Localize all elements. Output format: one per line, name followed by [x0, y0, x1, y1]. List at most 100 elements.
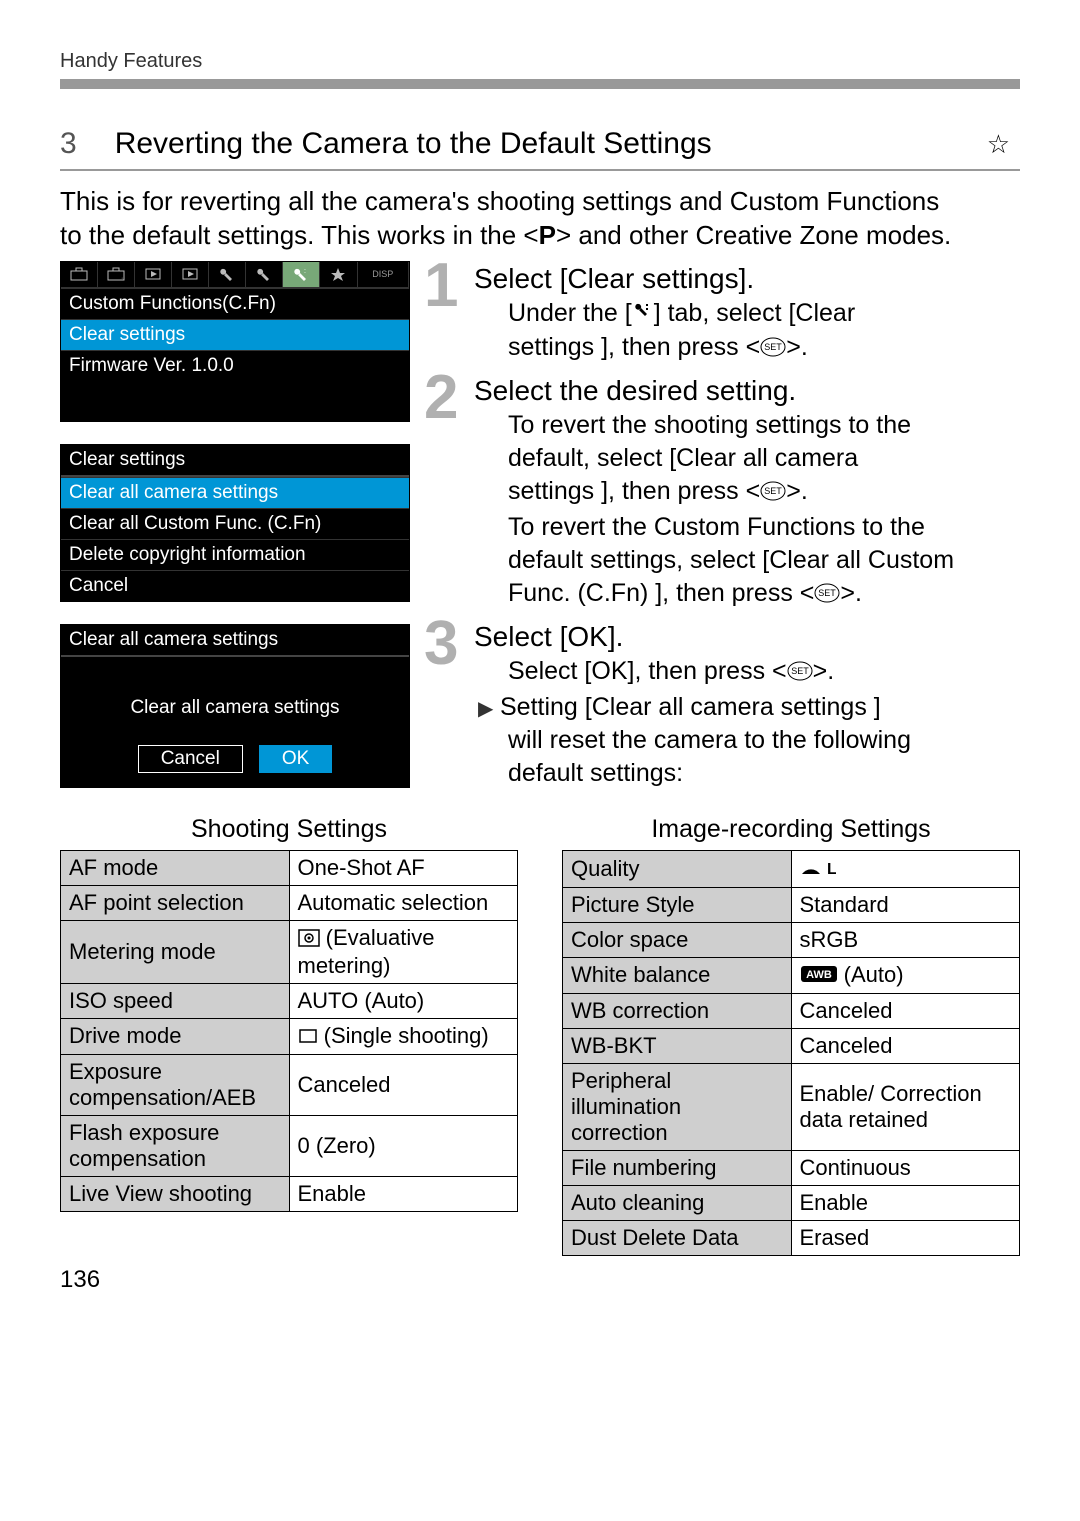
fine-large-icon: L: [800, 857, 836, 883]
svg-text:·: ·: [121, 275, 123, 282]
setting-value: (Single shooting): [289, 1018, 518, 1054]
step-2: 2 Select the desired setting. To revert …: [428, 373, 1020, 612]
s2-b6a: Func. (C.Fn) ], then press <: [508, 579, 814, 607]
table-row: Dust Delete DataErased: [563, 1220, 1020, 1255]
lcd3-button: OK: [259, 745, 332, 773]
setting-name: Picture Style: [563, 887, 792, 922]
setting-value: AUTO (Auto): [289, 983, 518, 1018]
s1-b2b: >.: [786, 333, 808, 361]
section-title-row: 3 Reverting the Camera to the Default Se…: [60, 123, 1020, 171]
lcd1-tabs: · : DISP: [61, 262, 409, 288]
image-recording-settings-block: Image-recording Settings QualityLPicture…: [562, 815, 1020, 1255]
setting-name: Live View shooting: [61, 1176, 290, 1211]
set-icon: SET: [814, 580, 840, 611]
svg-text:SET: SET: [764, 486, 782, 496]
table-row: Metering mode (Evaluative metering): [61, 921, 518, 983]
set-icon: SET: [760, 334, 786, 365]
lcd2-row: Clear all Custom Func. (C.Fn): [61, 508, 409, 539]
step-1-number: 1: [424, 255, 458, 317]
setting-name: Flash exposure compensation: [61, 1115, 290, 1176]
setting-value: Automatic selection: [289, 886, 518, 921]
lcd-screen-2: Clear settings Clear all camera settings…: [60, 444, 410, 602]
table-row: White balanceAWB (Auto): [563, 957, 1020, 993]
section-title: Reverting the Camera to the Default Sett…: [115, 127, 949, 161]
table-row: Peripheral illumination correctionEnable…: [563, 1063, 1020, 1150]
lcd3-body: Clear all camera settings: [61, 657, 409, 745]
setting-value: Continuous: [791, 1150, 1020, 1185]
table-row: File numberingContinuous: [563, 1150, 1020, 1185]
single-shooting-icon: [298, 1024, 318, 1050]
image-recording-settings-table: QualityLPicture StyleStandardColor space…: [562, 850, 1020, 1255]
setting-name: WB correction: [563, 993, 792, 1028]
svg-text::: :: [304, 268, 306, 275]
intro-line2b: > and other Creative Zone modes.: [556, 220, 951, 250]
tab-wrench2-icon: [246, 262, 283, 287]
s3-b1b: >.: [813, 657, 835, 685]
lcd1-row: Custom Functions(C.Fn): [61, 288, 409, 319]
tab-camera2-icon: ·: [98, 262, 135, 287]
setting-value: Enable/ Correction data retained: [791, 1063, 1020, 1150]
s1-b1b: ] tab, select [Clear: [654, 299, 855, 327]
awb-icon: AWB: [800, 963, 838, 989]
lcd1-row: Clear settings: [61, 319, 409, 350]
s1-b1a: Under the [: [508, 299, 632, 327]
setting-name: AF point selection: [61, 886, 290, 921]
step-3: 3 Select [OK]. Select [OK], then press <…: [428, 619, 1020, 789]
s2-b6b: >.: [840, 579, 862, 607]
setting-value: Canceled: [791, 1028, 1020, 1063]
set-icon: SET: [787, 658, 813, 689]
svg-text:SET: SET: [764, 342, 782, 352]
setting-value: One-Shot AF: [289, 851, 518, 886]
step-2-number: 2: [424, 367, 458, 429]
lcd2-title: Clear settings: [61, 445, 409, 477]
setting-name: Exposure compensation/AEB: [61, 1054, 290, 1115]
result-triangle-icon: ▶: [478, 697, 500, 722]
table-row: AF modeOne-Shot AF: [61, 851, 518, 886]
table-row: ISO speedAUTO (Auto): [61, 983, 518, 1018]
setting-name: File numbering: [563, 1150, 792, 1185]
setting-value: Standard: [791, 887, 1020, 922]
table-row: Exposure compensation/AEBCanceled: [61, 1054, 518, 1115]
s2-b3a: settings ], then press <: [508, 477, 760, 505]
lcd2-row: Delete copyright information: [61, 539, 409, 570]
svg-text:L: L: [827, 861, 836, 877]
intro-line2a: to the default settings. This works in t…: [60, 220, 539, 250]
setting-value: Enable: [791, 1185, 1020, 1220]
svg-text:AWB: AWB: [806, 969, 832, 981]
step-1-head: Select [Clear settings].: [474, 261, 1020, 296]
setting-value: (Evaluative metering): [289, 921, 518, 983]
lcd-screen-1: · : DISP Custom Functions(C.Fn)Clear set…: [60, 261, 410, 422]
tab-disp-icon: DISP: [358, 262, 409, 287]
tab-star-icon: [320, 262, 357, 287]
setting-name: Drive mode: [61, 1018, 290, 1054]
lcd2-row: Clear all camera settings: [61, 477, 409, 508]
setting-name: White balance: [563, 957, 792, 993]
table-row: WB-BKTCanceled: [563, 1028, 1020, 1063]
shooting-settings-table: AF modeOne-Shot AFAF point selectionAuto…: [60, 850, 518, 1211]
setting-name: WB-BKT: [563, 1028, 792, 1063]
step-1: 1 Select [Clear settings]. Under the [] …: [428, 261, 1020, 365]
shooting-settings-title: Shooting Settings: [60, 815, 518, 844]
setting-value: Erased: [791, 1220, 1020, 1255]
table-row: Flash exposure compensation0 (Zero): [61, 1115, 518, 1176]
lcd-screen-3: Clear all camera settings Clear all came…: [60, 624, 410, 788]
s2-b2: default, select [Clear all camera: [508, 444, 858, 472]
table-row: Drive mode (Single shooting): [61, 1018, 518, 1054]
setting-name: Quality: [563, 851, 792, 887]
section-number: 3: [60, 127, 77, 161]
header-rule: [60, 79, 1020, 89]
star-icon: ☆: [987, 129, 1020, 160]
setting-name: AF mode: [61, 851, 290, 886]
s1-b2a: settings ], then press <: [508, 333, 760, 361]
setting-value: sRGB: [791, 922, 1020, 957]
step-2-head: Select the desired setting.: [474, 373, 1020, 408]
table-row: AF point selectionAutomatic selection: [61, 886, 518, 921]
tab-play2-icon: [172, 262, 209, 287]
intro-text: This is for reverting all the camera's s…: [60, 185, 1020, 253]
s3-b1a: Select [OK], then press <: [508, 657, 787, 685]
s2-b5: default settings, select [Clear all Cust…: [508, 546, 954, 574]
shooting-settings-block: Shooting Settings AF modeOne-Shot AFAF p…: [60, 815, 518, 1211]
table-row: WB correctionCanceled: [563, 993, 1020, 1028]
svg-text:SET: SET: [819, 588, 837, 598]
setting-value: 0 (Zero): [289, 1115, 518, 1176]
